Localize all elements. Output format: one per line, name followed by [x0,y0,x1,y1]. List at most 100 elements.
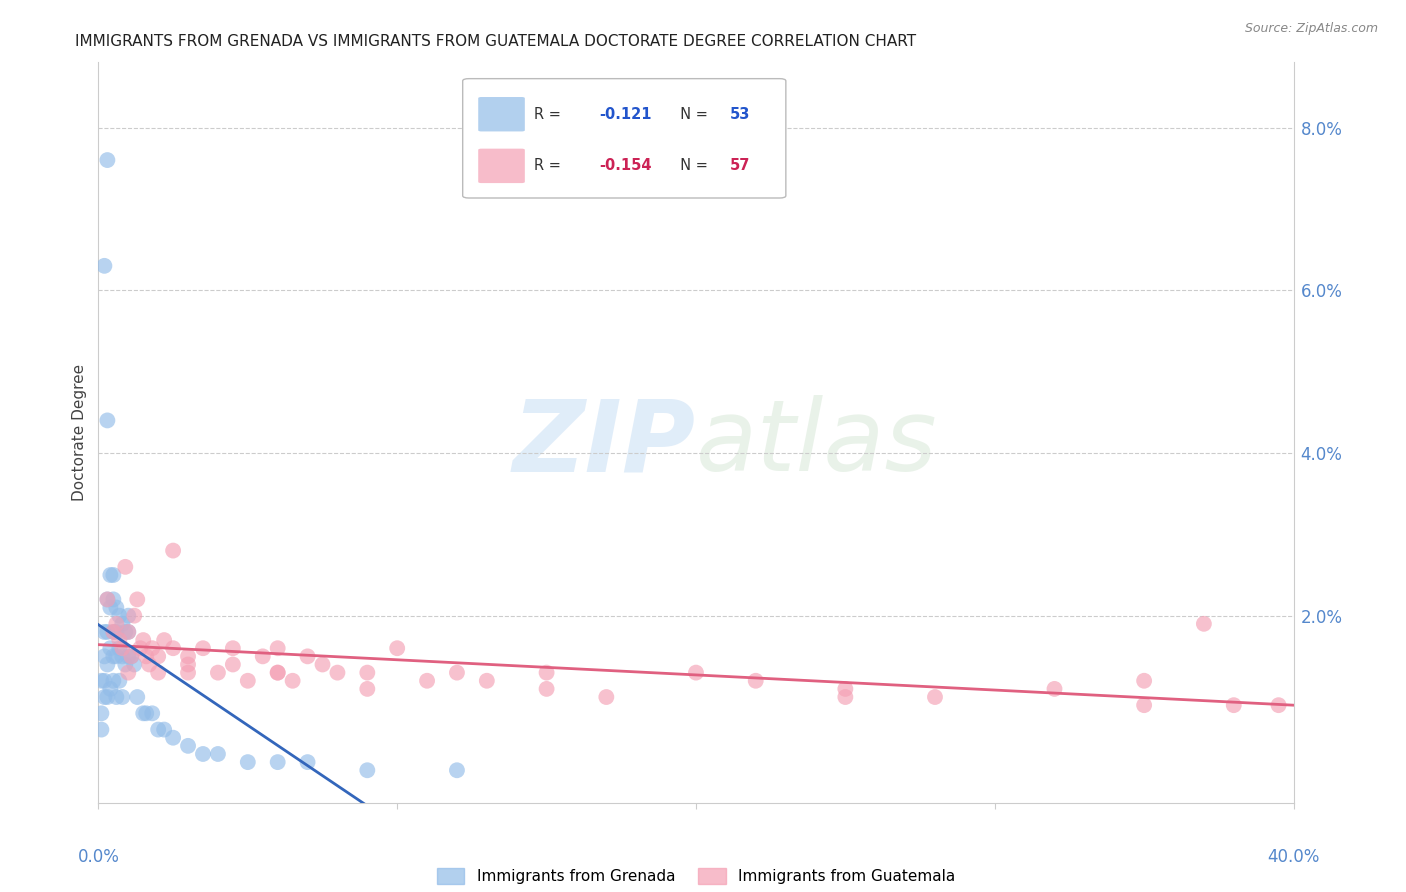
Point [108,633,131,648]
Point [127,592,149,607]
Point [114,624,136,639]
Point [1043,681,1066,696]
Point [103,673,125,688]
Text: ZIP: ZIP [513,395,696,492]
Point [96,153,118,167]
Point [105,600,128,615]
Point [207,747,229,761]
Point [297,755,319,769]
Text: Source: ZipAtlas.com: Source: ZipAtlas.com [1244,22,1378,36]
Point [834,690,856,704]
Point [96,592,118,607]
Point [162,731,184,745]
Point [103,592,125,607]
Point [924,690,946,704]
Point [93,259,115,273]
Point [105,616,128,631]
Point [120,649,142,664]
Point [90,673,112,688]
Point [93,649,115,664]
Point [148,723,170,737]
Point [103,568,125,582]
Point [114,657,136,672]
Point [105,624,128,639]
Point [96,624,118,639]
Point [98,568,122,582]
Point [1267,698,1289,713]
Point [141,706,163,721]
Point [153,633,176,648]
Point [356,681,378,696]
Point [536,681,558,696]
Point [267,755,290,769]
Legend: Immigrants from Grenada, Immigrants from Guatemala: Immigrants from Grenada, Immigrants from… [430,863,962,890]
Point [129,641,152,656]
Point [111,690,134,704]
Point [108,608,131,623]
Point [90,706,112,721]
Point [124,657,146,672]
Point [98,681,122,696]
Point [685,665,707,680]
Point [177,649,200,664]
Point [1133,673,1156,688]
Point [326,665,349,680]
Point [105,690,128,704]
Point [120,649,142,664]
Point [745,673,768,688]
Point [153,723,176,737]
Point [90,723,112,737]
Point [108,673,131,688]
Point [177,665,200,680]
Text: IMMIGRANTS FROM GRENADA VS IMMIGRANTS FROM GUATEMALA DOCTORATE DEGREE CORRELATIO: IMMIGRANTS FROM GRENADA VS IMMIGRANTS FR… [75,34,915,49]
Point [103,649,125,664]
Point [416,673,439,688]
Point [297,649,319,664]
Text: atlas: atlas [696,395,938,492]
Point [117,608,139,623]
Point [135,649,157,664]
Point [536,665,558,680]
Point [96,592,118,607]
Point [93,624,115,639]
Point [98,641,122,656]
Point [117,649,139,664]
Point [103,624,125,639]
Point [111,616,134,631]
Point [96,690,118,704]
Point [1223,698,1246,713]
Point [148,649,170,664]
Point [222,641,245,656]
Point [105,649,128,664]
Point [311,657,333,672]
Point [177,739,200,753]
Point [93,673,115,688]
Point [132,706,155,721]
Point [108,641,131,656]
Point [138,657,160,672]
Text: 0.0%: 0.0% [77,847,120,865]
Point [98,600,122,615]
Point [162,543,184,558]
Point [1133,698,1156,713]
Point [267,641,290,656]
Point [446,764,468,778]
Point [132,633,155,648]
Point [222,657,245,672]
Point [111,641,134,656]
Point [93,690,115,704]
Point [1192,616,1215,631]
Point [117,624,139,639]
Point [162,641,184,656]
Point [127,690,149,704]
Point [356,764,378,778]
Point [117,624,139,639]
Point [446,665,468,680]
Point [114,559,136,574]
Point [135,706,157,721]
Point [96,657,118,672]
Point [356,665,378,680]
Point [252,649,274,664]
Point [191,747,214,761]
Point [111,649,134,664]
